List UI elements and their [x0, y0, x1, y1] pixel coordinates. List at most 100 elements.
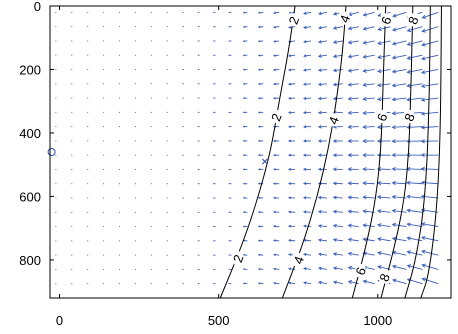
y-tick-label: 400: [19, 126, 41, 141]
quiver-arrowhead: [406, 250, 411, 255]
quiver-arrowhead: [242, 82, 246, 85]
quiver-arrowhead: [317, 40, 322, 44]
x-tick-label: 0: [56, 313, 63, 328]
quiver-arrowhead: [362, 223, 367, 228]
quiver-arrow: [333, 210, 343, 213]
quiver-arrow: [407, 209, 423, 213]
quiver-arrowhead: [273, 82, 276, 86]
quiver-arrow: [377, 238, 391, 242]
quiver-arrow: [363, 11, 375, 16]
quiver-arrowhead: [242, 168, 246, 171]
quiver-arrowhead: [332, 167, 337, 172]
markers: [47, 148, 268, 165]
quiver-arrowhead: [242, 40, 246, 43]
quiver-arrowhead: [257, 139, 261, 143]
contour-label-bg: [232, 251, 243, 265]
quiver-arrow: [392, 126, 407, 128]
quiver-arrow: [421, 236, 439, 242]
quiver-arrowhead: [421, 235, 426, 240]
quiver-arrowhead: [362, 153, 367, 158]
quiver-arrowhead: [377, 251, 382, 256]
quiver-arrowhead: [317, 96, 322, 101]
quiver-arrowhead: [332, 209, 337, 214]
contour-label-bg: [379, 270, 390, 284]
quiver-arrowhead: [391, 180, 396, 186]
quiver-arrowhead: [391, 83, 397, 88]
y-tick-label: 200: [19, 62, 41, 77]
quiver-arrowhead: [377, 41, 382, 46]
quiver-arrow: [348, 238, 359, 242]
quiver-arrowhead: [257, 282, 261, 285]
quiver-arrow: [333, 97, 343, 100]
quiver-arrowhead: [303, 54, 307, 58]
quiver-arrowhead: [420, 125, 425, 130]
quiver-arrow: [333, 111, 343, 114]
quiver-arrow: [377, 126, 391, 128]
quiver-arrowhead: [391, 236, 397, 241]
quiver-arrowhead: [257, 111, 261, 114]
quiver-arrowhead: [317, 238, 322, 242]
quiver-arrowhead: [273, 68, 276, 72]
quiver-arrowhead: [317, 252, 322, 257]
quiver-arrowhead: [362, 138, 367, 144]
quiver-arrowhead: [376, 97, 382, 102]
quiver-arrowhead: [392, 13, 397, 18]
quiver-arrow: [363, 252, 375, 256]
quiver-arrowhead: [362, 195, 367, 200]
contour-label: 4: [337, 13, 354, 25]
contour-lines: [219, 5, 442, 299]
quiver-arrow: [333, 225, 343, 228]
quiver-arrow: [303, 83, 312, 85]
quiver-arrowhead: [257, 54, 261, 57]
quiver-arrowhead: [288, 182, 292, 185]
quiver-arrow: [318, 54, 327, 57]
quiver-arrowhead: [242, 125, 246, 128]
quiver-arrowhead: [420, 139, 425, 144]
quiver-arrow: [407, 168, 423, 170]
contour-label-bg: [270, 110, 281, 124]
quiver-arrowhead: [332, 68, 337, 73]
plot-frame: [49, 5, 452, 299]
quiver-arrowhead: [406, 222, 411, 227]
quiver-arrowhead: [288, 82, 292, 86]
quiver-arrow: [363, 97, 375, 100]
quiver-arrowhead: [420, 83, 426, 89]
quiver-arrow: [363, 111, 375, 114]
quiver-arrow: [363, 238, 375, 242]
quiver-arrowhead: [273, 239, 276, 242]
quiver-arrow: [288, 268, 296, 270]
contour-label-bg: [407, 13, 418, 27]
quiver-arrow: [392, 210, 407, 213]
quiver-arrowhead: [347, 153, 352, 158]
quiver-arrowhead: [421, 28, 426, 33]
quiver-arrowhead: [273, 139, 276, 143]
quiver-arrowhead: [362, 12, 368, 17]
quiver-arrowhead: [391, 194, 396, 200]
contour-line-8: [380, 5, 414, 299]
quiver-arrow: [377, 224, 391, 228]
cross-marker: [261, 158, 268, 165]
quiver-arrowhead: [332, 54, 337, 59]
quiver-arrowhead: [362, 26, 367, 31]
contour-label-bg: [403, 110, 414, 124]
x-tick-label: 500: [208, 313, 230, 328]
contour-label: 8: [405, 14, 422, 26]
quiver-arrow: [422, 278, 439, 285]
quiver-arrow: [392, 279, 407, 285]
contour-label-bg: [293, 252, 304, 266]
quiver-arrowhead: [317, 195, 322, 200]
quiver-arrowhead: [332, 266, 337, 271]
quiver-arrow: [348, 26, 359, 30]
quiver-arrowhead: [318, 280, 322, 285]
quiver-arrowhead: [273, 253, 276, 257]
quiver-arrowhead: [242, 282, 246, 285]
quiver-arrowhead: [317, 110, 322, 115]
quiver-arrowhead: [288, 96, 292, 100]
quiver-arrow: [318, 197, 327, 199]
quiver-arrow: [333, 239, 343, 242]
quiver-arrowhead: [318, 11, 322, 16]
quiver-arrowhead: [347, 40, 353, 45]
quiver-arrowhead: [332, 153, 337, 158]
quiver-arrowhead: [332, 40, 337, 44]
